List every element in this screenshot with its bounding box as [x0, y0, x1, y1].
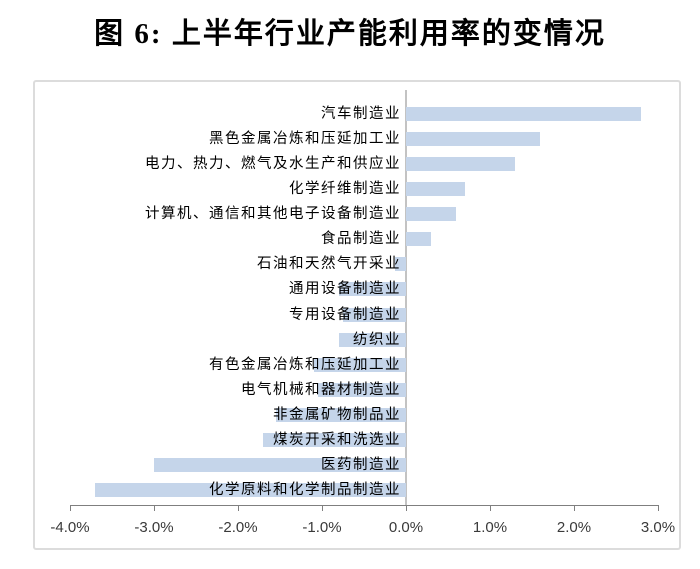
bar	[406, 132, 541, 147]
x-tick-label: -3.0%	[134, 519, 174, 536]
zero-axis-line	[405, 90, 407, 505]
x-tick-label: 1.0%	[472, 519, 508, 536]
x-tick-label: 3.0%	[640, 519, 676, 536]
category-label: 石油和天然气开采业	[257, 256, 401, 273]
x-tick-mark	[658, 505, 659, 511]
category-label: 黑色金属冶炼和压延加工业	[209, 131, 401, 148]
plot-area: -4.0% -3.0% -2.0% -1.0% 0.0% 1.0% 2.0% 3.0% 汽车制造…	[35, 82, 679, 548]
category-label: 电气机械和器材制造业	[241, 381, 401, 398]
x-tick-label: -1.0%	[302, 519, 342, 536]
category-label: 化学纤维制造业	[289, 181, 401, 198]
x-tick-mark	[490, 505, 491, 511]
x-tick-mark	[322, 505, 323, 511]
x-tick-mark	[70, 505, 71, 511]
x-tick-mark	[574, 505, 575, 511]
category-label: 纺织业	[353, 331, 401, 348]
x-tick-label: 0.0%	[388, 519, 424, 536]
x-axis-line	[70, 505, 658, 506]
x-tick-label: -4.0%	[50, 519, 90, 536]
category-label: 专用设备制造业	[289, 306, 401, 323]
category-label: 通用设备制造业	[289, 281, 401, 298]
bar	[395, 257, 406, 272]
x-tick-mark	[406, 505, 407, 511]
bar	[406, 157, 516, 172]
x-tick-mark	[238, 505, 239, 511]
category-label: 计算机、通信和其他电子设备制造业	[145, 206, 401, 223]
chart-container: -4.0% -3.0% -2.0% -1.0% 0.0% 1.0% 2.0% 3.0% 汽车制造…	[33, 80, 681, 550]
x-tick-label: 2.0%	[556, 519, 592, 536]
bar	[317, 382, 406, 397]
bar	[95, 483, 406, 498]
category-label: 非金属矿物制品业	[273, 406, 401, 423]
bar	[406, 207, 457, 222]
bar	[343, 307, 406, 322]
category-label: 食品制造业	[321, 231, 401, 248]
bar	[313, 357, 406, 372]
x-tick-mark	[154, 505, 155, 511]
bar	[275, 407, 406, 422]
bar	[406, 107, 642, 121]
bar	[263, 432, 406, 447]
x-tick-label: -2.0%	[218, 519, 258, 536]
bar	[338, 332, 406, 347]
category-label: 有色金属冶炼和压延加工业	[209, 356, 401, 373]
category-label: 医药制造业	[321, 456, 401, 473]
category-label: 化学原料和化学制品制造业	[209, 482, 401, 499]
category-label: 电力、热力、燃气及水生产和供应业	[145, 156, 401, 173]
bar	[406, 182, 465, 197]
category-label: 煤炭开采和洗选业	[273, 431, 401, 448]
bar	[338, 282, 406, 297]
bar	[406, 232, 432, 247]
bar	[154, 457, 406, 472]
category-label: 汽车制造业	[321, 106, 401, 122]
chart-title: 图 6: 上半年行业产能利用率的变情况	[94, 18, 606, 50]
